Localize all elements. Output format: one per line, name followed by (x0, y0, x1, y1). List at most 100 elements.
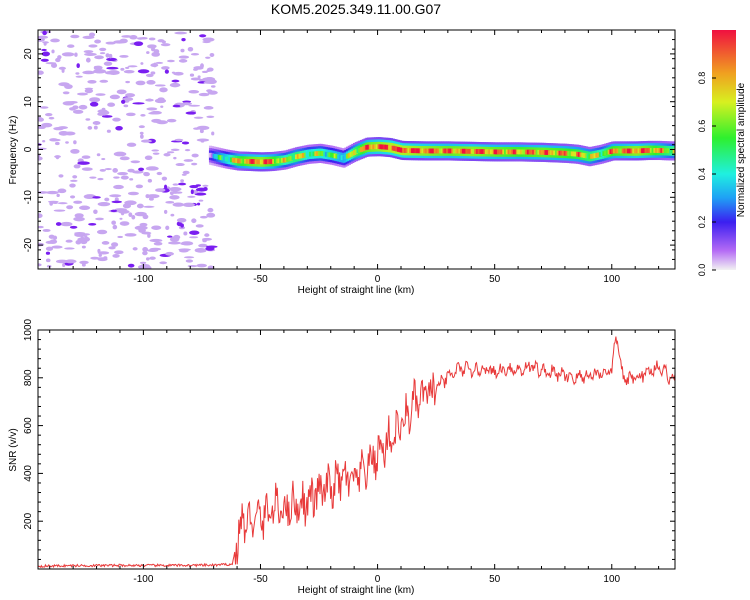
spectrogram-x-tick-label: 0 (375, 274, 381, 285)
spectrogram-noise-blob (134, 211, 147, 217)
spectrogram-noise-blob (87, 79, 97, 84)
spectrogram-noise-blob (92, 196, 101, 199)
spectrogram-signal-cell (482, 149, 487, 155)
spectrogram-noise-blob (69, 107, 77, 111)
spectrogram-signal-cell (567, 151, 571, 156)
spectrogram-noise-blob (189, 230, 200, 235)
spectrogram-signal-cell (273, 158, 278, 164)
spectrogram-noise-blob (69, 225, 78, 229)
spectrogram-noise-blob (145, 166, 159, 171)
spectrogram-signal-cell (614, 148, 618, 154)
spectrogram-noise-blob (70, 34, 80, 39)
spectrogram-noise-blob (180, 179, 184, 183)
spectrogram-noise-blob (203, 106, 214, 110)
spectrogram-signal-cell (402, 148, 406, 153)
spectrogram-signal-cell (628, 148, 632, 154)
spectrogram-noise-blob (198, 92, 210, 97)
spectrogram-noise-blob (114, 197, 119, 202)
spectrogram-signal-cell (374, 144, 378, 150)
spectrogram-noise-blob (123, 104, 129, 108)
spectrogram-noise-blob (161, 66, 170, 70)
spectrogram-signal-cell (382, 144, 387, 150)
snr-y-tick-label: 600 (23, 417, 34, 434)
spectrogram-noise-blob (159, 261, 168, 265)
spectrogram-signal-cell (630, 148, 634, 154)
spectrogram-signal-cell (328, 152, 332, 158)
spectrogram-signal-cell (546, 150, 550, 155)
spectrogram-noise-blob (146, 107, 158, 111)
spectrogram-signal-cell (437, 148, 441, 154)
spectrogram-signal-cell (453, 148, 457, 154)
spectrogram-noise-blob (105, 41, 116, 45)
spectrogram-noise-blob (117, 235, 124, 239)
spectrogram-signal-cell (504, 149, 508, 155)
snr-x-tick-label: 50 (489, 574, 501, 585)
spectrogram-noise-blob (57, 188, 67, 194)
spectrogram-noise-blob (53, 209, 66, 212)
spectrogram-signal-cell (635, 148, 639, 154)
spectrogram-noise-blob (84, 52, 97, 56)
spectrogram-signal-cell (621, 148, 625, 154)
snr-y-tick-label: 400 (23, 465, 34, 482)
spectrogram-signal-cell (254, 159, 258, 165)
spectrogram-noise-blob (106, 57, 117, 62)
spectrogram-signal-cell (240, 158, 244, 164)
spectrogram-signal-cell (251, 159, 255, 164)
spectrogram-noise-blob (140, 62, 144, 65)
spectrogram-signal-cell (433, 148, 437, 154)
spectrogram-signal-cell (475, 149, 480, 154)
spectrogram-signal-cell (400, 147, 404, 153)
spectrogram-noise-blob (146, 194, 160, 199)
snr-x-tick-label: -50 (253, 574, 268, 585)
spectrogram-signal-cell (512, 149, 517, 155)
spectrogram-noise-blob (82, 70, 95, 75)
spectrogram-signal-cell (570, 151, 574, 157)
spectrogram-noise-blob (122, 97, 134, 102)
spectrogram-signal-cell (300, 153, 304, 159)
spectrogram-noise-blob (200, 63, 204, 69)
spectrogram-signal-cell (658, 148, 662, 153)
spectrogram-signal-cell (511, 149, 515, 155)
spectrogram-noise-blob (76, 92, 89, 96)
spectrogram-noise-blob (62, 101, 75, 106)
spectrogram-signal-cell (644, 148, 648, 153)
spectrogram-signal-cell (379, 144, 383, 150)
spectrogram-noise-blob (117, 172, 129, 176)
spectrogram-signal-cell (314, 151, 318, 157)
spectrogram-signal-cell (579, 152, 583, 158)
spectrogram-noise-blob (95, 217, 104, 221)
spectrogram-noise-blob (64, 84, 73, 90)
spectrogram-signal-cell (389, 145, 394, 151)
colorbar-tick-label: 0.8 (697, 72, 707, 85)
spectrogram-noise-blob (119, 156, 130, 161)
spectrogram-noise-blob (178, 226, 186, 230)
spectrogram-signal-cell (432, 148, 436, 154)
spectrogram-noise-blob (107, 102, 116, 107)
spectrogram-signal-cell (532, 149, 536, 155)
spectrogram-noise-blob (49, 239, 58, 244)
spectrogram-noise-blob (64, 247, 75, 250)
spectrogram-signal-cell (600, 151, 604, 157)
spectrogram-noise-blob (172, 104, 181, 108)
spectrogram-noise-blob (107, 70, 120, 76)
spectrogram-signal-cell (223, 156, 227, 161)
spectrogram-signal-cell (667, 148, 671, 154)
spectrogram-signal-cell (468, 148, 473, 154)
spectrogram-signal-cell (426, 148, 430, 154)
spectrogram-signal-cell (479, 149, 483, 154)
snr-y-label: SNR (v/v) (8, 428, 19, 471)
spectrogram-noise-blob (164, 184, 168, 190)
spectrogram-signal-cell (235, 158, 239, 164)
spectrogram-signal-cell (623, 148, 627, 154)
spectrogram-noise-blob (81, 263, 86, 267)
spectrogram-noise-blob (121, 99, 126, 104)
spectrogram-noise-blob (196, 125, 210, 130)
spectrogram-noise-blob (74, 52, 78, 57)
spectrogram-noise-blob (180, 48, 185, 53)
spectrogram-signal-cell (305, 152, 309, 158)
spectrogram-noise-blob (101, 157, 106, 161)
spectrogram-noise-blob (113, 40, 126, 44)
spectrogram-noise-blob (84, 88, 94, 94)
spectrogram-signal-cell (340, 155, 344, 161)
snr-y-tick-label: 1000 (23, 318, 34, 341)
